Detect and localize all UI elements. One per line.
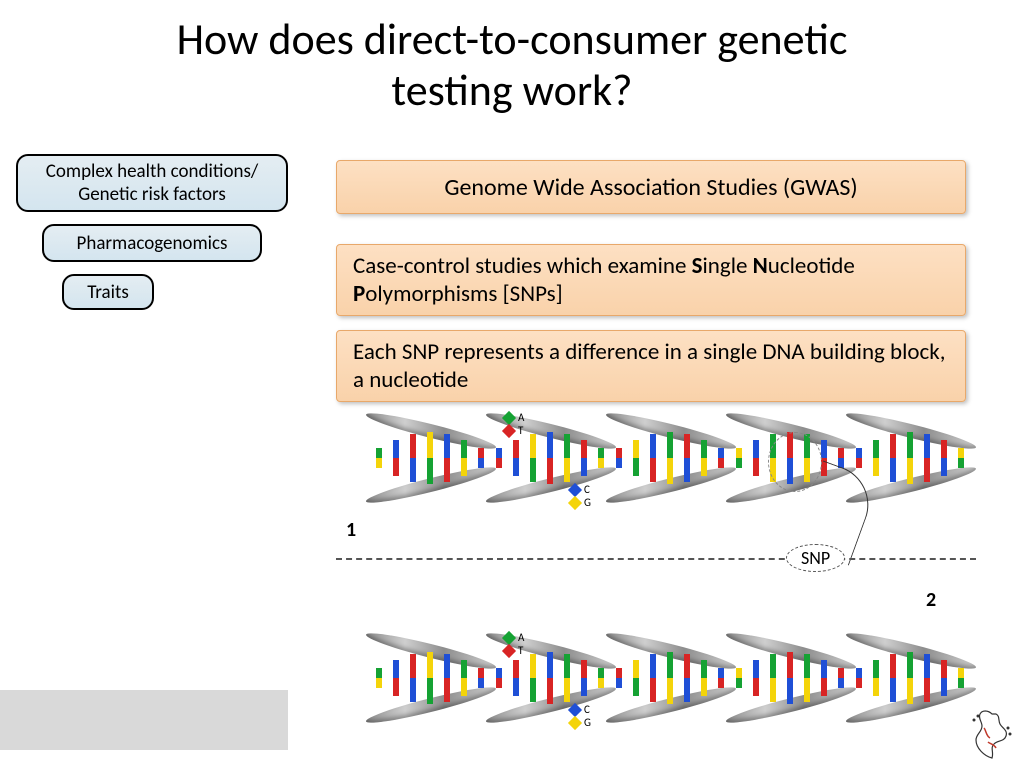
- footer-block: [0, 690, 288, 750]
- explain-box-case: Case-control studies which examine Singl…: [336, 244, 966, 316]
- legend-t: T: [518, 425, 523, 437]
- explain-box-gwas: Genome Wide Association Studies (GWAS): [336, 160, 966, 214]
- category-box-traits: Traits: [62, 274, 154, 310]
- title-line-1: How does direct-to-consumer genetic: [177, 12, 848, 66]
- legend-g: G: [584, 497, 591, 509]
- explain-box-snp-def: Each SNP represents a difference in a si…: [336, 330, 966, 402]
- slide-title: How does direct-to-consumer genetic test…: [0, 14, 1024, 115]
- legend-c: C: [584, 484, 590, 496]
- legend-at-2: A T: [504, 632, 524, 657]
- title-line-2: testing work?: [391, 63, 632, 117]
- slide: How does direct-to-consumer genetic test…: [0, 0, 1024, 768]
- snp-label-bubble: SNP: [786, 544, 845, 572]
- category-box-pharma: Pharmacogenomics: [42, 224, 262, 262]
- legend-c-2: C: [584, 704, 590, 716]
- legend-cg: C G: [570, 484, 591, 509]
- dna-row-1: [366, 418, 966, 498]
- dna-diagram: 1 A T C G SNP 2 A T C G: [336, 418, 976, 738]
- legend-a-2: A: [518, 632, 524, 644]
- legend-g-2: G: [584, 717, 591, 729]
- dna-row-2-label: 2: [926, 588, 936, 612]
- dna-row-2: [366, 638, 966, 718]
- category-box-complex: Complex health conditions/Genetic risk f…: [16, 154, 288, 212]
- legend-cg-2: C G: [570, 704, 591, 729]
- dna-row-1-label: 1: [346, 518, 356, 542]
- legend-at: A T: [504, 412, 524, 437]
- legend-a: A: [518, 412, 524, 424]
- legend-t-2: T: [518, 645, 523, 657]
- gecko-logo-icon: [968, 708, 1016, 760]
- separator-line: [336, 558, 976, 560]
